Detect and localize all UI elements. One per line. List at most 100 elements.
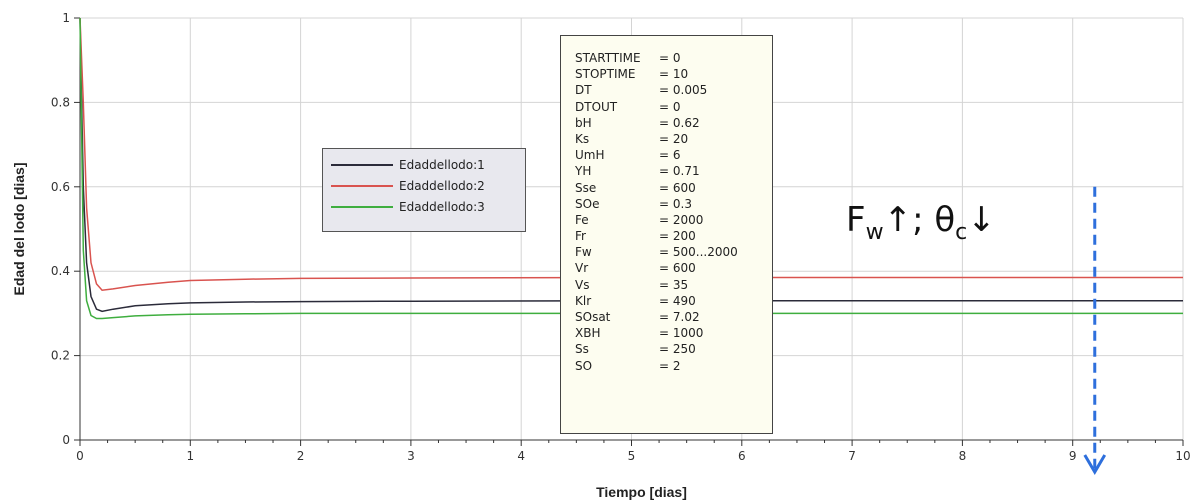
parameter-row: Vr = 600 <box>575 260 772 276</box>
parameter-row: Vs = 35 <box>575 277 772 293</box>
legend-item-series-3: Edaddellodo:3 <box>331 198 485 216</box>
x-tick-label: 0 <box>76 449 84 463</box>
parameter-row: SOsat = 7.02 <box>575 309 772 325</box>
parameter-name: YH <box>575 164 592 179</box>
up-arrow-icon: ↑ <box>883 200 913 240</box>
series-line-3 <box>79 17 1183 320</box>
parameter-row: DTOUT = 0 <box>575 99 772 115</box>
annotation-separator: ; <box>912 200 935 240</box>
parameter-value: = 0.005 <box>659 83 708 98</box>
x-tick-label: 1 <box>186 449 194 463</box>
series-line-1 <box>79 17 1183 313</box>
parameter-value: = 1000 <box>659 326 704 341</box>
parameter-name: STARTTIME <box>575 51 641 65</box>
parameter-name: Ks <box>575 131 590 146</box>
x-tick-label: 5 <box>628 449 636 463</box>
x-tick-label: 4 <box>517 449 525 463</box>
x-tick-label: 8 <box>959 449 967 463</box>
series-line-2 <box>79 17 1183 291</box>
parameter-row: YH = 0.71 <box>575 163 772 179</box>
parameter-name: Sse <box>575 180 597 195</box>
annotation-flow-sludge-age: Fw↑; θc↓ <box>846 200 996 245</box>
parameter-value: = 200 <box>659 229 696 244</box>
parameter-panel: STARTTIME = 0 STOPTIME = 10 DT = 0.005 DTOUT = … <box>560 35 773 434</box>
parameter-name: XBH <box>575 326 601 341</box>
y-tick-label: 0.4 <box>51 264 70 278</box>
legend-label-series-1: Edaddellodo:1 <box>399 158 485 172</box>
parameter-row: Ss = 250 <box>575 341 772 357</box>
annotation-theta-sub: c <box>955 219 968 245</box>
parameter-name: bH <box>575 115 592 130</box>
parameter-value: = 0 <box>659 51 681 65</box>
parameter-name: SOe <box>575 196 600 211</box>
parameter-value: = 500...2000 <box>659 245 738 260</box>
parameter-name: UmH <box>575 148 605 163</box>
parameter-value: = 2 <box>659 358 681 373</box>
parameter-row: UmH = 6 <box>575 147 772 163</box>
parameter-row: STARTTIME = 0 <box>575 50 772 66</box>
y-tick-label: 0 <box>62 433 70 447</box>
parameter-value: = 2000 <box>659 212 704 227</box>
legend-label-series-2: Edaddellodo:2 <box>399 179 485 193</box>
parameter-row: Fw = 500...2000 <box>575 244 772 260</box>
parameter-row: Klr = 490 <box>575 293 772 309</box>
parameter-name: Vs <box>575 277 590 292</box>
parameter-value: = 600 <box>659 261 696 276</box>
parameter-name: DT <box>575 83 592 98</box>
parameter-name: SO <box>575 358 593 373</box>
parameter-row: bH = 0.62 <box>575 115 772 131</box>
parameter-row: SOe = 0.3 <box>575 196 772 212</box>
down-arrow-icon: ↓ <box>967 200 996 240</box>
parameter-name: Fr <box>575 229 586 244</box>
parameter-name: Fw <box>575 245 592 260</box>
x-tick-label: 2 <box>297 449 305 463</box>
annotation-f-sub: w <box>865 219 884 245</box>
parameter-value: = 250 <box>659 342 696 357</box>
legend-swatch-series-1 <box>331 164 393 166</box>
parameter-name: Vr <box>575 261 589 276</box>
parameter-value: = 20 <box>659 131 689 146</box>
x-tick-label: 3 <box>407 449 415 463</box>
parameter-name: SOsat <box>575 310 611 324</box>
parameter-value: = 6 <box>659 148 681 163</box>
parameter-name: DTOUT <box>575 99 618 114</box>
legend: Edaddellodo:1 Edaddellodo:2 Edaddellodo:… <box>322 148 526 232</box>
parameter-value: = 600 <box>659 180 696 195</box>
parameter-name: Fe <box>575 212 589 227</box>
parameter-value: = 490 <box>659 293 696 308</box>
axes: 0 1 2 3 4 5 6 7 8 9 10 0 0.2 0.4 0.6 0.8 1 <box>51 11 1191 463</box>
x-tick-label: 10 <box>1175 449 1190 463</box>
arrow-head-icon <box>1083 454 1107 475</box>
y-tick-label: 0.2 <box>51 349 70 363</box>
series-lines <box>79 17 1183 320</box>
parameter-row: DT = 0.005 <box>575 82 772 98</box>
legend-item-series-1: Edaddellodo:1 <box>331 156 485 174</box>
parameter-value: = 7.02 <box>659 310 700 324</box>
parameter-value: = 35 <box>659 277 689 292</box>
dashed-arrow-marker <box>1083 186 1107 475</box>
y-axis-title: Edad del lodo [dias] <box>11 162 27 295</box>
parameter-row: STOPTIME = 10 <box>575 66 772 82</box>
parameter-value: = 10 <box>659 67 689 82</box>
annotation-theta: θ <box>934 200 956 240</box>
parameter-name: STOPTIME <box>575 67 636 82</box>
parameter-value: = 0.62 <box>659 115 700 130</box>
legend-swatch-series-2 <box>331 185 393 187</box>
parameter-value: = 0 <box>659 99 681 114</box>
parameter-row: Fr = 200 <box>575 228 772 244</box>
y-tick-label: 1 <box>62 11 70 25</box>
parameter-row: Ks = 20 <box>575 131 772 147</box>
legend-item-series-2: Edaddellodo:2 <box>331 177 485 195</box>
parameter-row: XBH = 1000 <box>575 325 772 341</box>
parameter-row: SO = 2 <box>575 358 772 374</box>
x-axis-title: Tiempo [dias] <box>596 484 687 500</box>
x-tick-label: 9 <box>1069 449 1077 463</box>
parameter-row: Sse = 600 <box>575 180 772 196</box>
parameter-row: Fe = 2000 <box>575 212 772 228</box>
parameter-name: Klr <box>575 293 592 308</box>
parameter-name: Ss <box>575 342 589 357</box>
x-tick-label: 6 <box>738 449 746 463</box>
legend-swatch-series-3 <box>331 206 393 208</box>
parameter-value: = 0.71 <box>659 164 700 179</box>
legend-label-series-3: Edaddellodo:3 <box>399 200 485 214</box>
